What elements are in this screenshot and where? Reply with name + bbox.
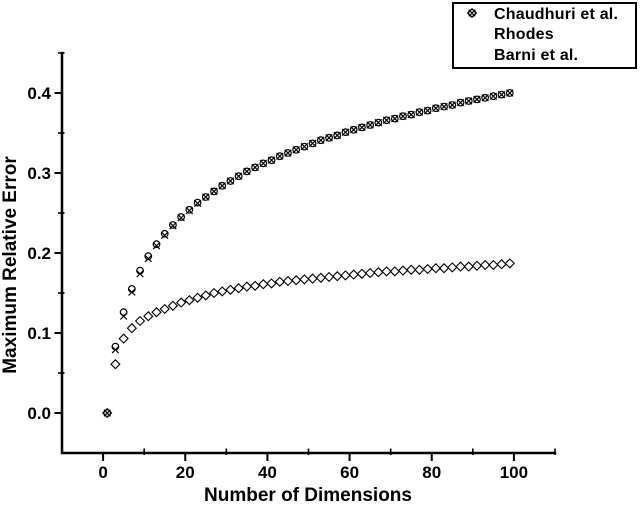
- x-axis-tick-labels: 0 20 40 60 80 100: [98, 463, 528, 482]
- x-marker-icon: [454, 9, 494, 44]
- series-chaudhuri-et-al: [103, 89, 514, 417]
- legend-item-chaudhuri-et-al: Chaudhuri et al.: [454, 5, 635, 25]
- legend-label: Rhodes: [494, 26, 554, 44]
- y-tick-label: 0.4: [27, 84, 51, 103]
- circle-marker-icon: [454, 6, 494, 24]
- axes: 0 20 40 60 80 100 0.0 0.1 0.2 0.3 0.4 Number of D…: [0, 51, 557, 506]
- y-axis-ticks: [54, 52, 65, 414]
- y-axis-title: Maximum Relative Error: [0, 156, 21, 374]
- x-tick-label: 0: [98, 463, 107, 482]
- x-tick-label: 100: [500, 463, 528, 482]
- series-barni-et-al: [102, 258, 515, 419]
- y-tick-label: 0.3: [27, 164, 51, 183]
- y-tick-label: 0.2: [27, 244, 51, 263]
- legend-item-barni-et-al: Barni et al.: [454, 7, 635, 66]
- legend: Chaudhuri et al. Rhodes Barni et al.: [452, 2, 637, 69]
- series-rhodes: [103, 89, 514, 417]
- axis-frame: [60, 51, 557, 455]
- x-tick-label: 20: [176, 463, 195, 482]
- x-tick-label: 40: [258, 463, 277, 482]
- data-series: [102, 89, 515, 419]
- legend-label: Barni et al.: [494, 46, 579, 64]
- x-axis-ticks: [102, 448, 556, 461]
- x-axis-title: Number of Dimensions: [204, 485, 412, 506]
- y-tick-label: 0.1: [27, 324, 51, 343]
- y-axis-tick-labels: 0.0 0.1 0.2 0.3 0.4: [27, 84, 51, 423]
- x-tick-label: 60: [340, 463, 359, 482]
- x-tick-label: 80: [422, 463, 441, 482]
- legend-label: Chaudhuri et al.: [494, 6, 619, 24]
- legend-item-rhodes: Rhodes: [454, 9, 635, 45]
- y-tick-label: 0.0: [27, 404, 51, 423]
- diamond-marker-icon: [454, 7, 494, 65]
